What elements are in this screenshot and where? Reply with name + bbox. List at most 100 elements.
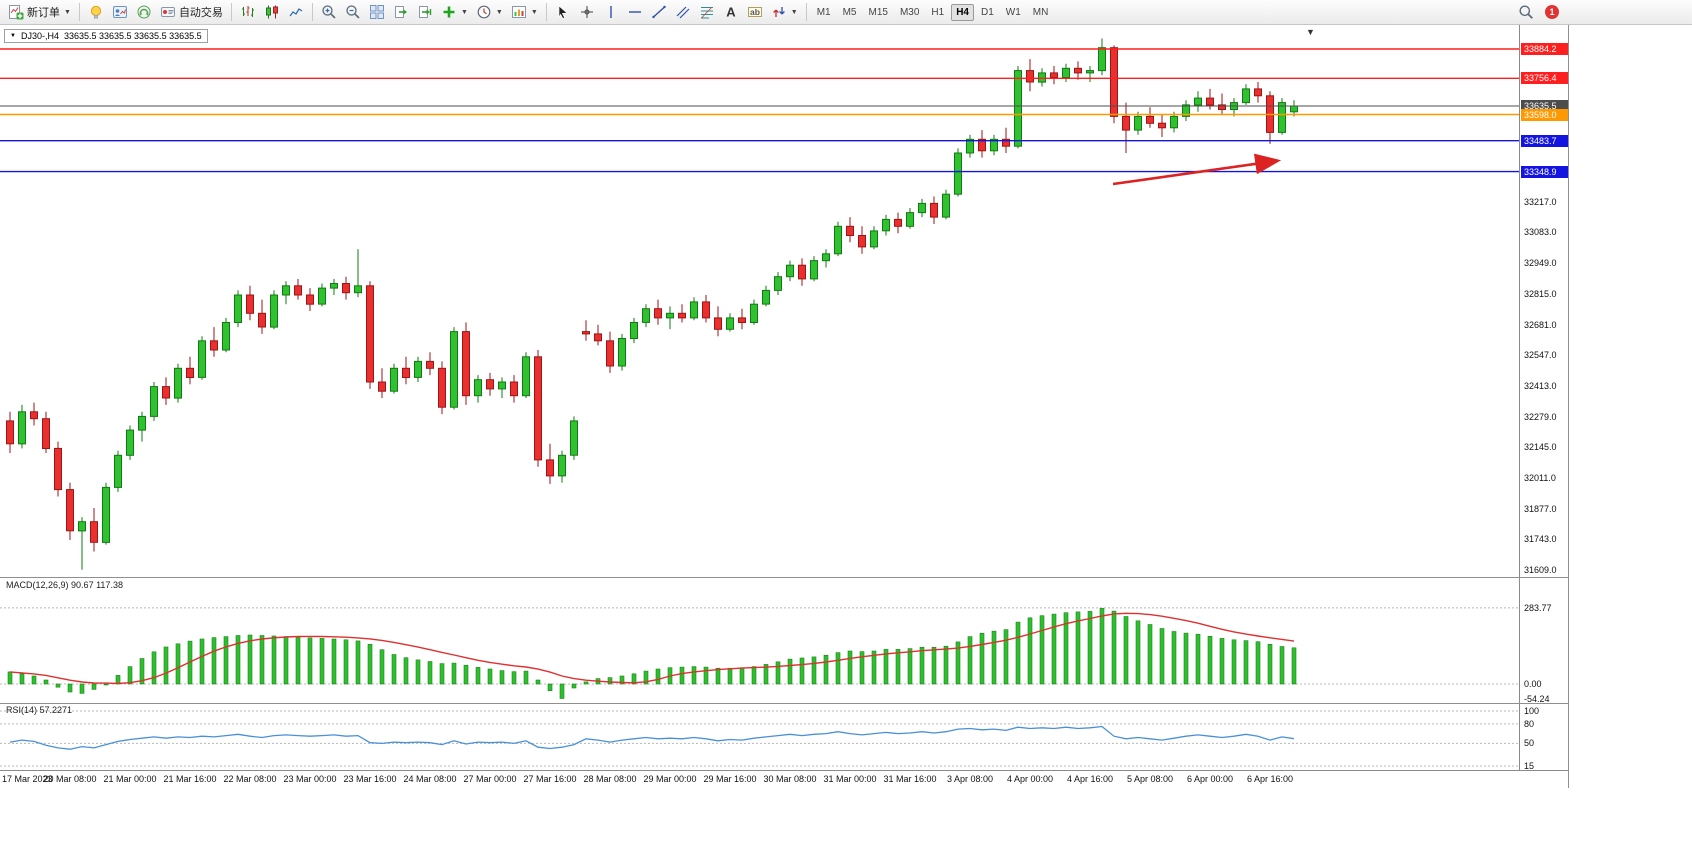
vertical-line-button[interactable]: [599, 2, 623, 22]
channel-button[interactable]: [671, 2, 695, 22]
auto-scroll-button[interactable]: [389, 2, 413, 22]
chart-dropdown-icon[interactable]: ▼: [10, 33, 16, 39]
time-tick-label: 17 Mar 2023: [2, 774, 53, 784]
price-tick-label: 31743.0: [1524, 534, 1557, 544]
time-tick-label: 3 Apr 08:00: [946, 774, 994, 784]
rsi-splitter[interactable]: [0, 703, 1568, 704]
toolbar-separator: [230, 3, 232, 21]
chart-symbol-period: DJ30-,H4: [20, 31, 59, 41]
rsi-scale-label: 50: [1524, 738, 1535, 748]
cursor-icon: [558, 5, 568, 19]
timeframe-w1-button[interactable]: W1: [1005, 6, 1021, 18]
new-order-button[interactable]: 新订单 ▼: [4, 2, 75, 22]
price-tick-label: 33083.0: [1524, 227, 1557, 237]
rsi-scale-label: 80: [1524, 719, 1535, 729]
timeframe-h1-button[interactable]: H1: [931, 6, 945, 18]
price-tick-label: 32681.0: [1524, 320, 1557, 330]
timeframe-m5-button[interactable]: M5: [842, 6, 857, 18]
time-tick-label: 30 Mar 08:00: [763, 774, 817, 784]
time-tick-label: 23 Mar 16:00: [343, 774, 397, 784]
horizontal-line-button[interactable]: [623, 2, 647, 22]
price-level-badge-resistance: 33884.2: [1521, 43, 1568, 55]
toolbar-separator: [311, 3, 313, 21]
text-button[interactable]: A: [719, 2, 743, 22]
time-tick-label: 29 Mar 16:00: [703, 774, 757, 784]
price-scale[interactable]: 33217.0 33083.0 32949.0 32815.0 32681.0 32547…: [1519, 25, 1568, 771]
time-scale[interactable]: 17 Mar 2023 20 Mar 08:00 21 Mar 00:00 21 Ma…: [0, 770, 1568, 788]
trendline-button[interactable]: [647, 2, 671, 22]
timeframe-m1-button[interactable]: M1: [816, 6, 831, 18]
market-button[interactable]: [84, 2, 108, 22]
timeframe-mn-button[interactable]: MN: [1032, 6, 1049, 18]
chart-title: ▼ DJ30-,H4 33635.5 33635.5 33635.5 33635…: [4, 29, 208, 43]
timeframe-m30-button[interactable]: M30: [899, 6, 920, 18]
crosshair-icon: [580, 6, 593, 18]
chart-shift-marker[interactable]: ▼: [1306, 27, 1315, 37]
time-tick-label: 4 Apr 00:00: [1006, 774, 1054, 784]
search-icon[interactable]: [1518, 4, 1536, 22]
time-tick-label: 29 Mar 00:00: [643, 774, 697, 784]
headset-icon: [137, 5, 151, 19]
rsi-scale-label: 100: [1524, 706, 1540, 716]
price-level-badge-level: 33598.0: [1521, 109, 1568, 121]
crosshair-button[interactable]: [575, 2, 599, 22]
search-icon: [1519, 5, 1533, 19]
trend-arrow-annotation[interactable]: [1112, 153, 1282, 186]
indicators-button[interactable]: ▼: [437, 2, 472, 22]
templates-button[interactable]: ▼: [507, 2, 542, 22]
notification-badge[interactable]: 1: [1545, 5, 1559, 19]
time-tick-label: 21 Mar 16:00: [163, 774, 217, 784]
zoom-out-icon: [346, 5, 360, 19]
toolbar-separator: [545, 3, 547, 21]
fibonacci-icon: [700, 6, 713, 19]
text-label-button[interactable]: ab: [743, 2, 767, 22]
autotrading-button[interactable]: 自动交易: [156, 2, 227, 22]
time-tick-label: 4 Apr 16:00: [1066, 774, 1114, 784]
time-tick-label: 20 Mar 08:00: [43, 774, 97, 784]
trendline-icon: [652, 5, 666, 19]
bar-chart-button[interactable]: [236, 2, 260, 22]
chart-shift-button[interactable]: [413, 2, 437, 22]
new-order-icon: [9, 5, 24, 20]
svg-text:ab: ab: [750, 7, 760, 17]
timeframe-d1-button[interactable]: D1: [981, 6, 994, 18]
candlestick-button[interactable]: [260, 2, 284, 22]
chart-shift-icon: [418, 6, 432, 18]
rsi-canvas[interactable]: [0, 703, 1519, 770]
fibonacci-button[interactable]: [695, 2, 719, 22]
tile-windows-icon: [369, 5, 384, 19]
clock-icon: [477, 5, 491, 19]
arrows-button[interactable]: ▼: [767, 2, 802, 22]
tile-windows-button[interactable]: [365, 2, 389, 22]
zoom-in-icon: [322, 5, 336, 19]
chart-right-border: [1568, 25, 1569, 788]
zoom-in-button[interactable]: [317, 2, 341, 22]
periods-button[interactable]: ▼: [472, 2, 507, 22]
timeframe-m15-button[interactable]: M15: [868, 6, 888, 18]
macd-splitter[interactable]: [0, 577, 1568, 578]
time-tick-label: 24 Mar 08:00: [403, 774, 457, 784]
price-tick-label: 31877.0: [1524, 504, 1557, 514]
profile-chart-icon: [112, 6, 127, 18]
chart-ohlc-values: 33635.5 33635.5 33635.5 33635.5: [63, 31, 202, 41]
price-tick-label: 32949.0: [1524, 258, 1557, 268]
indicators-plus-icon: [443, 6, 455, 18]
text-icon: A: [726, 5, 736, 20]
community-button[interactable]: [132, 2, 156, 22]
price-tick-label: 32145.0: [1524, 442, 1557, 452]
timeframe-h4-button[interactable]: H4: [951, 3, 974, 21]
rsi-label: RSI(14) 57.2271: [6, 705, 73, 715]
channel-icon: [676, 6, 690, 19]
zoom-out-button[interactable]: [341, 2, 365, 22]
profile-button[interactable]: [108, 2, 132, 22]
cursor-button[interactable]: [551, 2, 575, 22]
macd-signal-line: [9, 612, 1295, 685]
new-order-button-label: 新订单: [27, 7, 60, 19]
main-chart-canvas[interactable]: [0, 25, 1519, 577]
price-tick-label: 32413.0: [1524, 381, 1557, 391]
macd-canvas[interactable]: [0, 577, 1519, 703]
line-chart-button[interactable]: [284, 2, 308, 22]
candles-series: [6, 38, 1298, 570]
ohlc-bars-icon: [241, 6, 254, 17]
